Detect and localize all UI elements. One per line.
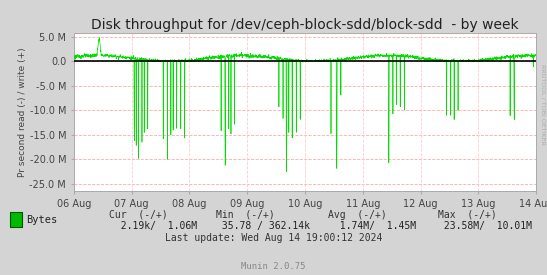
Y-axis label: Pr second read (-) / write (+): Pr second read (-) / write (+): [18, 47, 27, 177]
Text: Bytes: Bytes: [26, 215, 57, 225]
Text: 35.78 / 362.14k: 35.78 / 362.14k: [216, 221, 310, 230]
Text: RRDTOOL / TOBI OETIKER: RRDTOOL / TOBI OETIKER: [541, 64, 546, 145]
Text: Munin 2.0.75: Munin 2.0.75: [241, 262, 306, 271]
Title: Disk throughput for /dev/ceph-block-sdd/block-sdd  - by week: Disk throughput for /dev/ceph-block-sdd/…: [91, 18, 519, 32]
Text: Max  (-/+): Max (-/+): [438, 210, 496, 219]
Text: Avg  (-/+): Avg (-/+): [328, 210, 387, 219]
Text: Last update: Wed Aug 14 19:00:12 2024: Last update: Wed Aug 14 19:00:12 2024: [165, 233, 382, 243]
Text: 1.74M/  1.45M: 1.74M/ 1.45M: [328, 221, 416, 230]
Text: Min  (-/+): Min (-/+): [216, 210, 275, 219]
Text: Cur  (-/+): Cur (-/+): [109, 210, 168, 219]
Text: 2.19k/  1.06M: 2.19k/ 1.06M: [109, 221, 197, 230]
Text: 23.58M/  10.01M: 23.58M/ 10.01M: [438, 221, 532, 230]
